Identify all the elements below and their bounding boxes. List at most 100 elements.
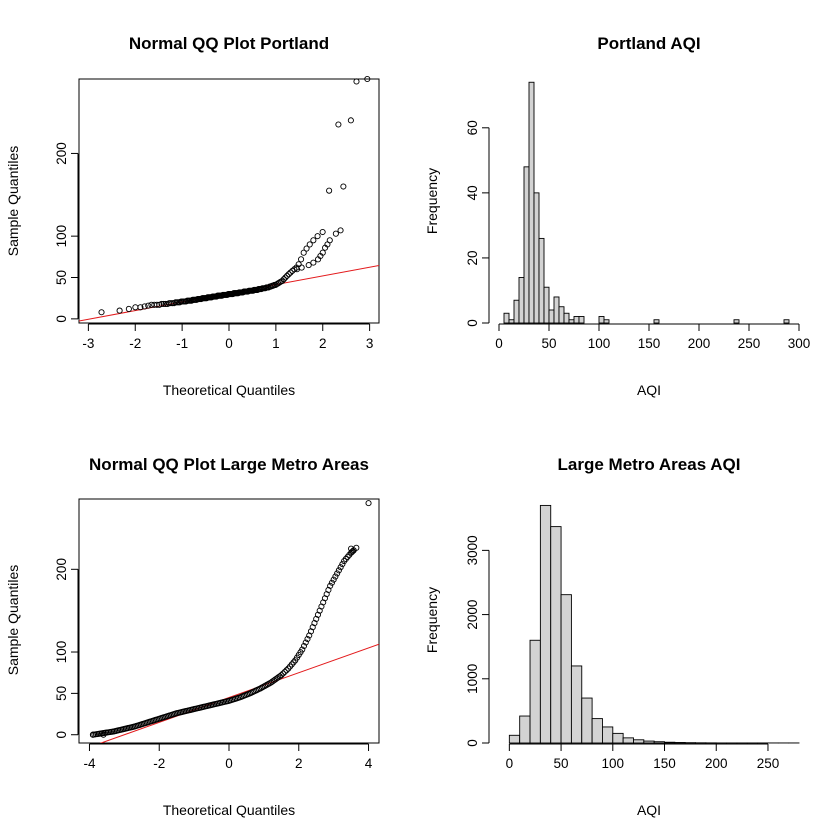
qq-point (332, 573, 339, 580)
hist-metro-ylabel: Frequency (424, 587, 440, 653)
y-tick-label: 50 (54, 686, 69, 701)
y-tick-label: 0 (465, 319, 480, 327)
qq-point-outlier (89, 731, 97, 738)
qq-metro-xlabel: Theoretical Quantiles (163, 802, 295, 818)
qq-point (319, 228, 326, 236)
histogram-bar (528, 81, 535, 324)
hist-metro-panel: Large Metro Areas AQI AQI Frequency 0 50 1… (424, 455, 800, 818)
qq-point-outlier (305, 262, 312, 269)
qq-point (98, 309, 105, 316)
qq-point (326, 187, 333, 194)
histogram-bar (783, 319, 790, 324)
hist-portland-title: Portland AQI (597, 34, 700, 53)
x-tick-label: 100 (602, 756, 625, 771)
qq-point-outlier (326, 237, 333, 244)
qq-point (300, 642, 308, 650)
qq-point-outlier (319, 249, 326, 256)
qq-point (280, 670, 287, 677)
x-tick-label: 200 (705, 756, 728, 771)
y-tick-label: 0 (465, 739, 480, 747)
histogram-bar (553, 296, 560, 324)
y-tick-label: 0 (54, 731, 69, 739)
x-tick-label: -1 (176, 336, 188, 351)
y-tick-label: 2000 (465, 600, 480, 630)
qq-point (285, 271, 292, 278)
x-tick-label: -4 (83, 756, 95, 771)
hist-metro-y-axis: 0 1000 2000 3000 (465, 535, 490, 747)
qq-point-outlier (337, 227, 344, 234)
qq-point (328, 579, 335, 586)
x-tick-label: 200 (688, 336, 711, 351)
qq-point (298, 256, 305, 263)
x-tick-label: 150 (653, 756, 676, 771)
hist-portland-ylabel: Frequency (424, 168, 440, 234)
x-tick-label: 4 (365, 756, 373, 771)
histogram-bar (539, 504, 552, 744)
x-tick-label: 300 (788, 336, 811, 351)
hist-portland-y-axis: 0 20 40 60 (465, 120, 490, 327)
qq-point (300, 249, 307, 256)
qq-point (281, 668, 288, 675)
qq-portland-xlabel: Theoretical Quantiles (163, 382, 295, 398)
x-tick-label: 50 (554, 756, 569, 771)
x-tick-label: 50 (541, 336, 556, 351)
histogram-bar (513, 299, 520, 324)
histogram-bar (563, 312, 570, 324)
qq-portland-frame (78, 78, 380, 324)
qq-point (283, 667, 290, 674)
histogram-bar (523, 166, 530, 324)
y-tick-label: 3000 (465, 535, 480, 565)
qq-point (282, 274, 289, 281)
histogram-bar (543, 286, 550, 324)
histogram-bar (733, 319, 740, 324)
qq-point (299, 646, 306, 653)
qq-portland-title: Normal QQ Plot Portland (129, 34, 329, 53)
qq-point-outlier (365, 500, 372, 507)
qq-point (330, 576, 337, 583)
qq-metro-x-axis: -4 -2 0 2 4 (83, 743, 373, 771)
qq-portland-panel: Normal QQ Plot Portland Theoretical Quan… (5, 34, 380, 398)
y-tick-label: 1000 (465, 664, 480, 694)
qq-point (353, 78, 360, 85)
x-tick-label: 3 (366, 336, 374, 351)
qq-point (153, 301, 160, 308)
histogram-bar (538, 237, 545, 324)
qq-point (335, 567, 342, 574)
y-tick-label: 40 (465, 185, 480, 200)
qq-portland-ylabel: Sample Quantiles (5, 146, 21, 257)
qq-point (280, 276, 287, 283)
histogram-bar (508, 734, 521, 744)
y-tick-label: 100 (54, 225, 69, 248)
qq-metro-marks (89, 500, 379, 743)
qq-point (160, 300, 167, 308)
x-tick-label: -2 (129, 336, 141, 351)
x-tick-label: 250 (757, 756, 780, 771)
x-tick-label: 150 (638, 336, 661, 351)
histogram-bar (653, 319, 660, 324)
qq-point (337, 564, 344, 571)
histogram-bar (503, 312, 510, 324)
qq-point (314, 233, 321, 240)
x-tick-label: 0 (225, 756, 233, 771)
histogram-bar (643, 740, 655, 744)
qq-portland-x-axis: -3 -2 -1 0 1 2 3 (82, 323, 374, 351)
y-tick-label: 200 (54, 558, 69, 581)
y-tick-label: 100 (54, 641, 69, 664)
qq-point (304, 635, 311, 643)
histogram-bar (550, 526, 562, 744)
hist-metro-bars (508, 504, 800, 744)
hist-metro-title: Large Metro Areas AQI (558, 455, 741, 474)
histogram-bar (653, 741, 665, 744)
qq-metro-ylabel: Sample Quantiles (5, 565, 21, 676)
qq-point-outlier (310, 259, 317, 266)
histogram-bar (622, 737, 634, 744)
histogram-bar (578, 316, 585, 324)
hist-portland-bars (503, 81, 790, 324)
qq-point (306, 241, 313, 248)
histogram-bar (591, 718, 603, 744)
qq-portland-y-axis: 0 50 100 200 (54, 142, 79, 323)
y-tick-label: 60 (465, 120, 480, 135)
qq-metro-y-axis: 0 50 100 200 (54, 558, 79, 739)
histogram-bar (664, 741, 676, 744)
